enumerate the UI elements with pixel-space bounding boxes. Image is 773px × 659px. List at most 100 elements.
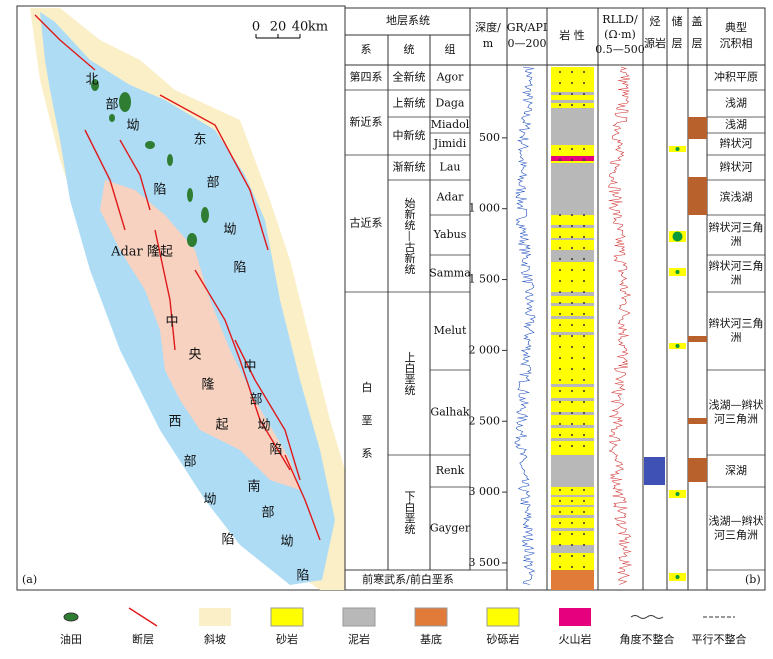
sand-dot	[583, 412, 585, 414]
header: 系	[361, 43, 372, 56]
reservoir-dot	[675, 344, 680, 348]
legend-label: 平行不整合	[692, 632, 747, 646]
legend-label: 火山岩	[559, 632, 592, 646]
lithology-band	[551, 438, 594, 441]
series: 始新统—古新统	[403, 196, 416, 274]
map-label: 南	[247, 479, 260, 495]
sand-dot	[571, 434, 573, 436]
map-label: 中	[243, 360, 256, 375]
sand-dot	[571, 159, 573, 161]
sand-dot	[583, 445, 585, 447]
formation: Melut	[434, 324, 467, 337]
map-label: 部	[261, 506, 274, 521]
lithology-band	[551, 455, 594, 487]
lithology-band	[551, 316, 594, 319]
sand-dot	[571, 412, 573, 414]
sand-dot	[559, 445, 561, 447]
header: 盖	[692, 14, 703, 28]
oil-field	[167, 154, 173, 166]
sand-dot	[559, 214, 561, 216]
lithology-band	[551, 515, 594, 518]
sand-dot	[583, 82, 585, 84]
sand-dot	[559, 544, 561, 546]
map-label: 陷	[221, 533, 234, 548]
scale-label: 40	[292, 20, 309, 35]
legend-swatch	[630, 615, 664, 619]
map-label: 坳	[126, 119, 139, 134]
system: 第四系	[350, 70, 383, 84]
sand-dot	[583, 71, 585, 73]
seal	[688, 117, 707, 139]
sand-dot	[559, 500, 561, 502]
sand-dot	[559, 434, 561, 436]
oil-field	[91, 79, 99, 91]
sand-dot	[583, 214, 585, 216]
sand-dot	[571, 258, 573, 260]
seal	[688, 336, 707, 342]
lithology-band	[551, 238, 594, 240]
fault	[84, 129, 126, 231]
formation: Yabus	[433, 228, 467, 241]
sand-dot	[559, 379, 561, 381]
oil-field	[201, 207, 209, 223]
fault	[159, 94, 269, 251]
sand-dot	[559, 302, 561, 304]
legend-swatch	[559, 608, 591, 626]
sand-dot	[571, 225, 573, 227]
facies: 辫状河三角洲	[709, 316, 764, 344]
sand-dot	[571, 566, 573, 568]
sand-dot	[583, 434, 585, 436]
formation: Lau	[440, 161, 461, 174]
depth-label: 3 000	[469, 485, 501, 498]
sand-dot	[583, 313, 585, 315]
sand-dot	[559, 423, 561, 425]
facies: 辫状河三角洲	[709, 259, 764, 287]
sand-dot	[559, 247, 561, 249]
series: 渐新统	[393, 160, 426, 174]
sand-dot	[571, 533, 573, 535]
sand-dot	[559, 522, 561, 524]
legend-swatch	[414, 607, 448, 627]
oil-field	[187, 233, 197, 247]
system: 新近系	[350, 115, 383, 129]
facies: 浅湖	[725, 97, 747, 110]
oil-field	[145, 141, 155, 149]
header: 烃	[650, 15, 661, 28]
facies: 滨浅湖	[720, 190, 753, 204]
map-label: 部	[249, 393, 262, 408]
depth-label: 2 000	[469, 343, 501, 356]
lithology-band	[551, 292, 594, 296]
sand-dot	[571, 236, 573, 238]
sand-dot	[583, 258, 585, 260]
sand-dot	[571, 445, 573, 447]
sand-dot	[559, 93, 561, 95]
header: 岩 性	[559, 28, 585, 42]
sand-dot	[583, 357, 585, 359]
series: 上新统	[393, 96, 426, 110]
lithology-band	[551, 384, 594, 387]
header: 层	[672, 37, 683, 50]
sand-dot	[571, 82, 573, 84]
map-label: 坳	[280, 535, 293, 550]
lithology-band	[551, 425, 594, 428]
sand-dot	[583, 148, 585, 150]
seal	[688, 418, 707, 424]
sand-dot	[571, 379, 573, 381]
reservoir-dot	[675, 575, 680, 579]
sand-dot	[571, 511, 573, 513]
sand-dot	[571, 104, 573, 106]
sand-dot	[559, 159, 561, 161]
fault	[119, 139, 151, 211]
lithology-band	[551, 332, 594, 335]
source-rock	[644, 457, 665, 485]
sand-dot	[559, 390, 561, 392]
sand-dot	[559, 566, 561, 568]
map-label: 起	[215, 418, 228, 433]
legend-label: 油田	[60, 632, 82, 646]
sand-dot	[583, 555, 585, 557]
lithology-band	[551, 398, 594, 401]
map-label: 陷	[233, 261, 246, 276]
system: 白垩系	[360, 380, 373, 480]
